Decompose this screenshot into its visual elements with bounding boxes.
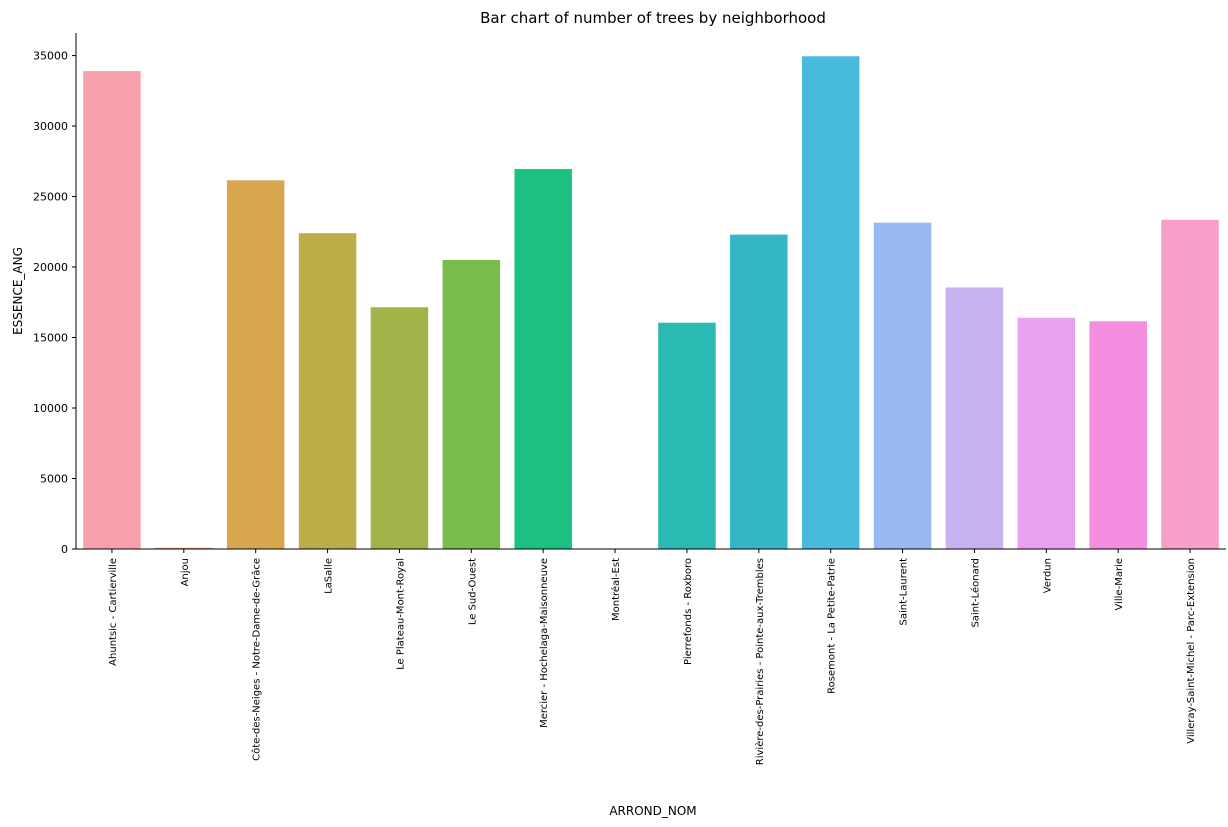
bar-2: [226, 180, 285, 549]
x-tick-label: Rivière-des-Prairies - Pointe-aux-Trembl…: [754, 558, 766, 765]
x-tick-label: Anjou: [180, 558, 191, 586]
bar-6: [514, 169, 572, 549]
bar-15: [1161, 219, 1219, 549]
x-axis-label: ARROND_NOM: [609, 804, 696, 818]
bar-3: [298, 233, 357, 549]
bar-10: [801, 56, 860, 549]
bar-11: [873, 222, 932, 549]
y-tick-label: 30000: [33, 120, 68, 133]
x-tick-label: Villeray-Saint-Michel - Parc-Extension: [1186, 558, 1197, 744]
y-tick-label: 35000: [33, 50, 68, 63]
bar-0: [83, 71, 141, 549]
y-tick-label: 10000: [33, 402, 68, 415]
bars-layer: [83, 56, 1219, 549]
bar-4: [370, 307, 429, 549]
x-tick-label: Montréal-Est: [610, 558, 622, 621]
y-axis-label: ESSENCE_ANG: [11, 247, 25, 335]
y-tick-label: 20000: [33, 261, 68, 274]
y-tick-label: 25000: [33, 191, 68, 204]
x-tick-label: Pierrefonds - Roxboro: [683, 558, 694, 665]
y-tick-label: 5000: [40, 473, 68, 486]
x-tick-label: Mercier - Hochelaga-Maisonneuve: [539, 558, 550, 728]
y-axis: 0 5000 10000 15000 20000 25000 30000 35000: [33, 50, 76, 556]
y-tick-label: 0: [61, 543, 68, 556]
x-tick-label: Verdun: [1042, 558, 1053, 593]
y-tick-label: 15000: [33, 332, 68, 345]
bar-14: [1089, 321, 1147, 549]
x-tick-label: Côte-des-Neiges - Notre-Dame-de-Grâce: [251, 558, 263, 761]
x-tick-label: Le Sud-Ouest: [467, 558, 478, 625]
x-tick-label: Ahuntsic - Cartierville: [108, 558, 119, 666]
x-tick-label: LaSalle: [324, 558, 335, 594]
x-tick-label: Le Plateau-Mont-Royal: [395, 558, 406, 670]
x-tick-label: Ville-Marie: [1114, 558, 1125, 611]
x-tick-label: Rosemont - La Petite-Patrie: [827, 558, 838, 694]
x-tick-label: Saint-Laurent: [899, 558, 910, 626]
bar-8: [658, 322, 716, 549]
x-axis: Ahuntsic - Cartierville Anjou Côte-des-Nei…: [108, 549, 1197, 765]
bar-9: [730, 234, 788, 549]
bar-1: [155, 547, 213, 549]
chart-title: Bar chart of number of trees by neighbor…: [480, 9, 826, 27]
bar-5: [442, 259, 501, 549]
x-tick-label: Saint-Léonard: [969, 558, 981, 628]
bar-13: [1017, 317, 1076, 549]
bar-12: [945, 287, 1004, 549]
